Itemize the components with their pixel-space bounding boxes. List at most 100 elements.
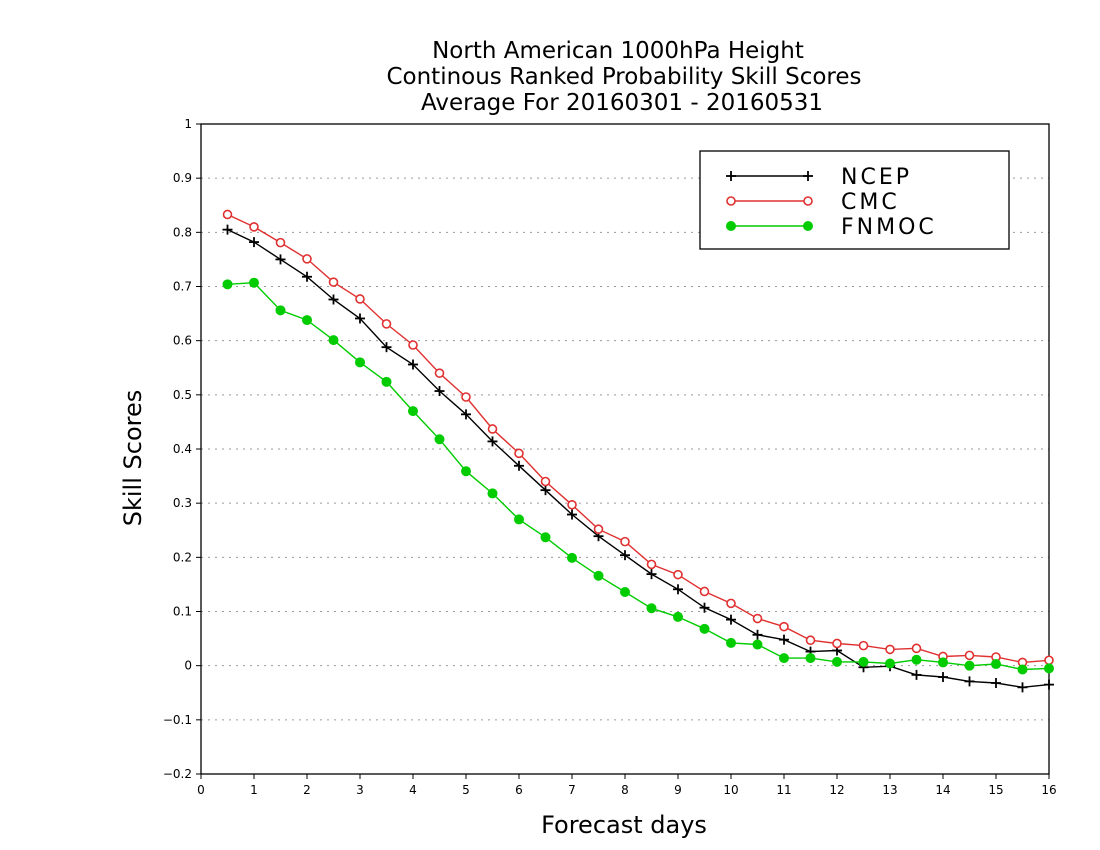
y-tick-label: 0.5 [173, 388, 192, 402]
y-tick-label: 0.6 [173, 334, 192, 348]
data-point [593, 524, 604, 534]
data-point [275, 305, 286, 316]
x-tick-label: 12 [829, 783, 844, 797]
legend-label: NCEP [841, 165, 912, 190]
data-point [726, 637, 736, 648]
x-tick-label: 8 [621, 783, 629, 797]
data-point [540, 532, 551, 543]
series-cmc [222, 209, 1054, 668]
x-tick-label: 16 [1041, 783, 1056, 797]
x-axis-label: Forecast days [541, 811, 707, 839]
data-point [1017, 664, 1028, 675]
data-point [302, 254, 312, 264]
data-point [911, 643, 922, 654]
data-point [726, 196, 736, 206]
data-point [381, 376, 392, 387]
legend-label: FNMOC [841, 215, 937, 240]
data-point [355, 294, 365, 304]
y-tick-label: 0.2 [173, 550, 192, 564]
data-point [885, 644, 895, 655]
data-point [540, 476, 551, 487]
data-point [302, 315, 312, 326]
series-line [227, 213, 1050, 664]
data-point [726, 221, 736, 231]
data-point [911, 654, 922, 665]
data-point [593, 570, 604, 581]
x-tick-label: 9 [674, 783, 682, 797]
x-tick-label: 7 [568, 783, 576, 797]
y-tick-label: 0.7 [173, 280, 192, 294]
series-line [227, 228, 1050, 689]
legend-item-ncep: NCEP [726, 165, 912, 190]
data-point [752, 639, 763, 650]
data-point [646, 559, 657, 570]
data-point [487, 488, 498, 499]
data-point [355, 357, 365, 368]
data-point [487, 424, 498, 434]
data-point [938, 657, 948, 668]
chart-title-line-3: Average For 20160301 - 20160531 [421, 90, 823, 116]
data-point [249, 222, 259, 232]
data-point [461, 466, 471, 477]
data-point [1044, 655, 1054, 666]
y-tick-label: 0 [184, 659, 192, 673]
legend-label: CMC [841, 190, 900, 215]
x-tick-label: 15 [988, 783, 1003, 797]
y-axis-label: Skill Scores [119, 390, 147, 527]
y-tick-label: −0.2 [163, 767, 192, 781]
data-point [803, 196, 813, 206]
data-point [885, 658, 895, 669]
data-point [752, 613, 763, 624]
data-point [673, 569, 683, 580]
x-tick-label: 2 [303, 783, 311, 797]
x-tick-label: 1 [250, 783, 258, 797]
data-point [964, 650, 975, 661]
chart-title: North American 1000hPa Height Continous … [386, 38, 861, 116]
y-tick-label: 1 [184, 117, 192, 131]
legend-box [699, 150, 1010, 250]
y-tick-label: 0.4 [173, 442, 192, 456]
data-point [858, 656, 869, 667]
chart-title-line-2: Continous Ranked Probability Skill Score… [386, 64, 861, 90]
data-point [275, 237, 286, 248]
data-point [832, 638, 842, 649]
y-tick-label: 0.1 [173, 605, 192, 619]
legend-item-cmc: CMC [726, 190, 900, 215]
x-tick-label: 6 [515, 783, 523, 797]
x-tick-label: 11 [776, 783, 791, 797]
legend-item-fnmoc: FNMOC [726, 215, 937, 240]
y-tick-label: 0.8 [173, 225, 192, 239]
data-point [461, 392, 471, 402]
data-point [805, 653, 816, 664]
data-point [699, 586, 710, 597]
data-point [249, 277, 259, 288]
data-point [567, 499, 577, 510]
data-point [620, 536, 630, 547]
data-point [567, 552, 577, 563]
series-ncep [222, 224, 1054, 693]
data-point [779, 621, 789, 632]
data-point [1044, 663, 1054, 674]
x-tick-label: 14 [935, 783, 950, 797]
data-point [646, 603, 657, 614]
chart-title-line-1: North American 1000hPa Height [432, 38, 804, 64]
data-point [381, 319, 392, 329]
data-point [964, 660, 975, 671]
grid [201, 177, 1049, 721]
data-point [328, 277, 339, 287]
x-tick-label: 3 [356, 783, 364, 797]
data-point [726, 598, 736, 609]
data-point [673, 611, 683, 622]
y-tick-label: 0.9 [173, 171, 192, 185]
x-tick-label: 13 [882, 783, 897, 797]
y-tick-label: −0.1 [163, 713, 192, 727]
data-point [620, 587, 630, 597]
data-point [803, 221, 813, 231]
series-group [222, 209, 1054, 693]
y-tick-label: 0.3 [173, 496, 192, 510]
data-point [779, 653, 789, 664]
x-tick-label: 4 [409, 783, 417, 797]
data-point [514, 448, 524, 459]
